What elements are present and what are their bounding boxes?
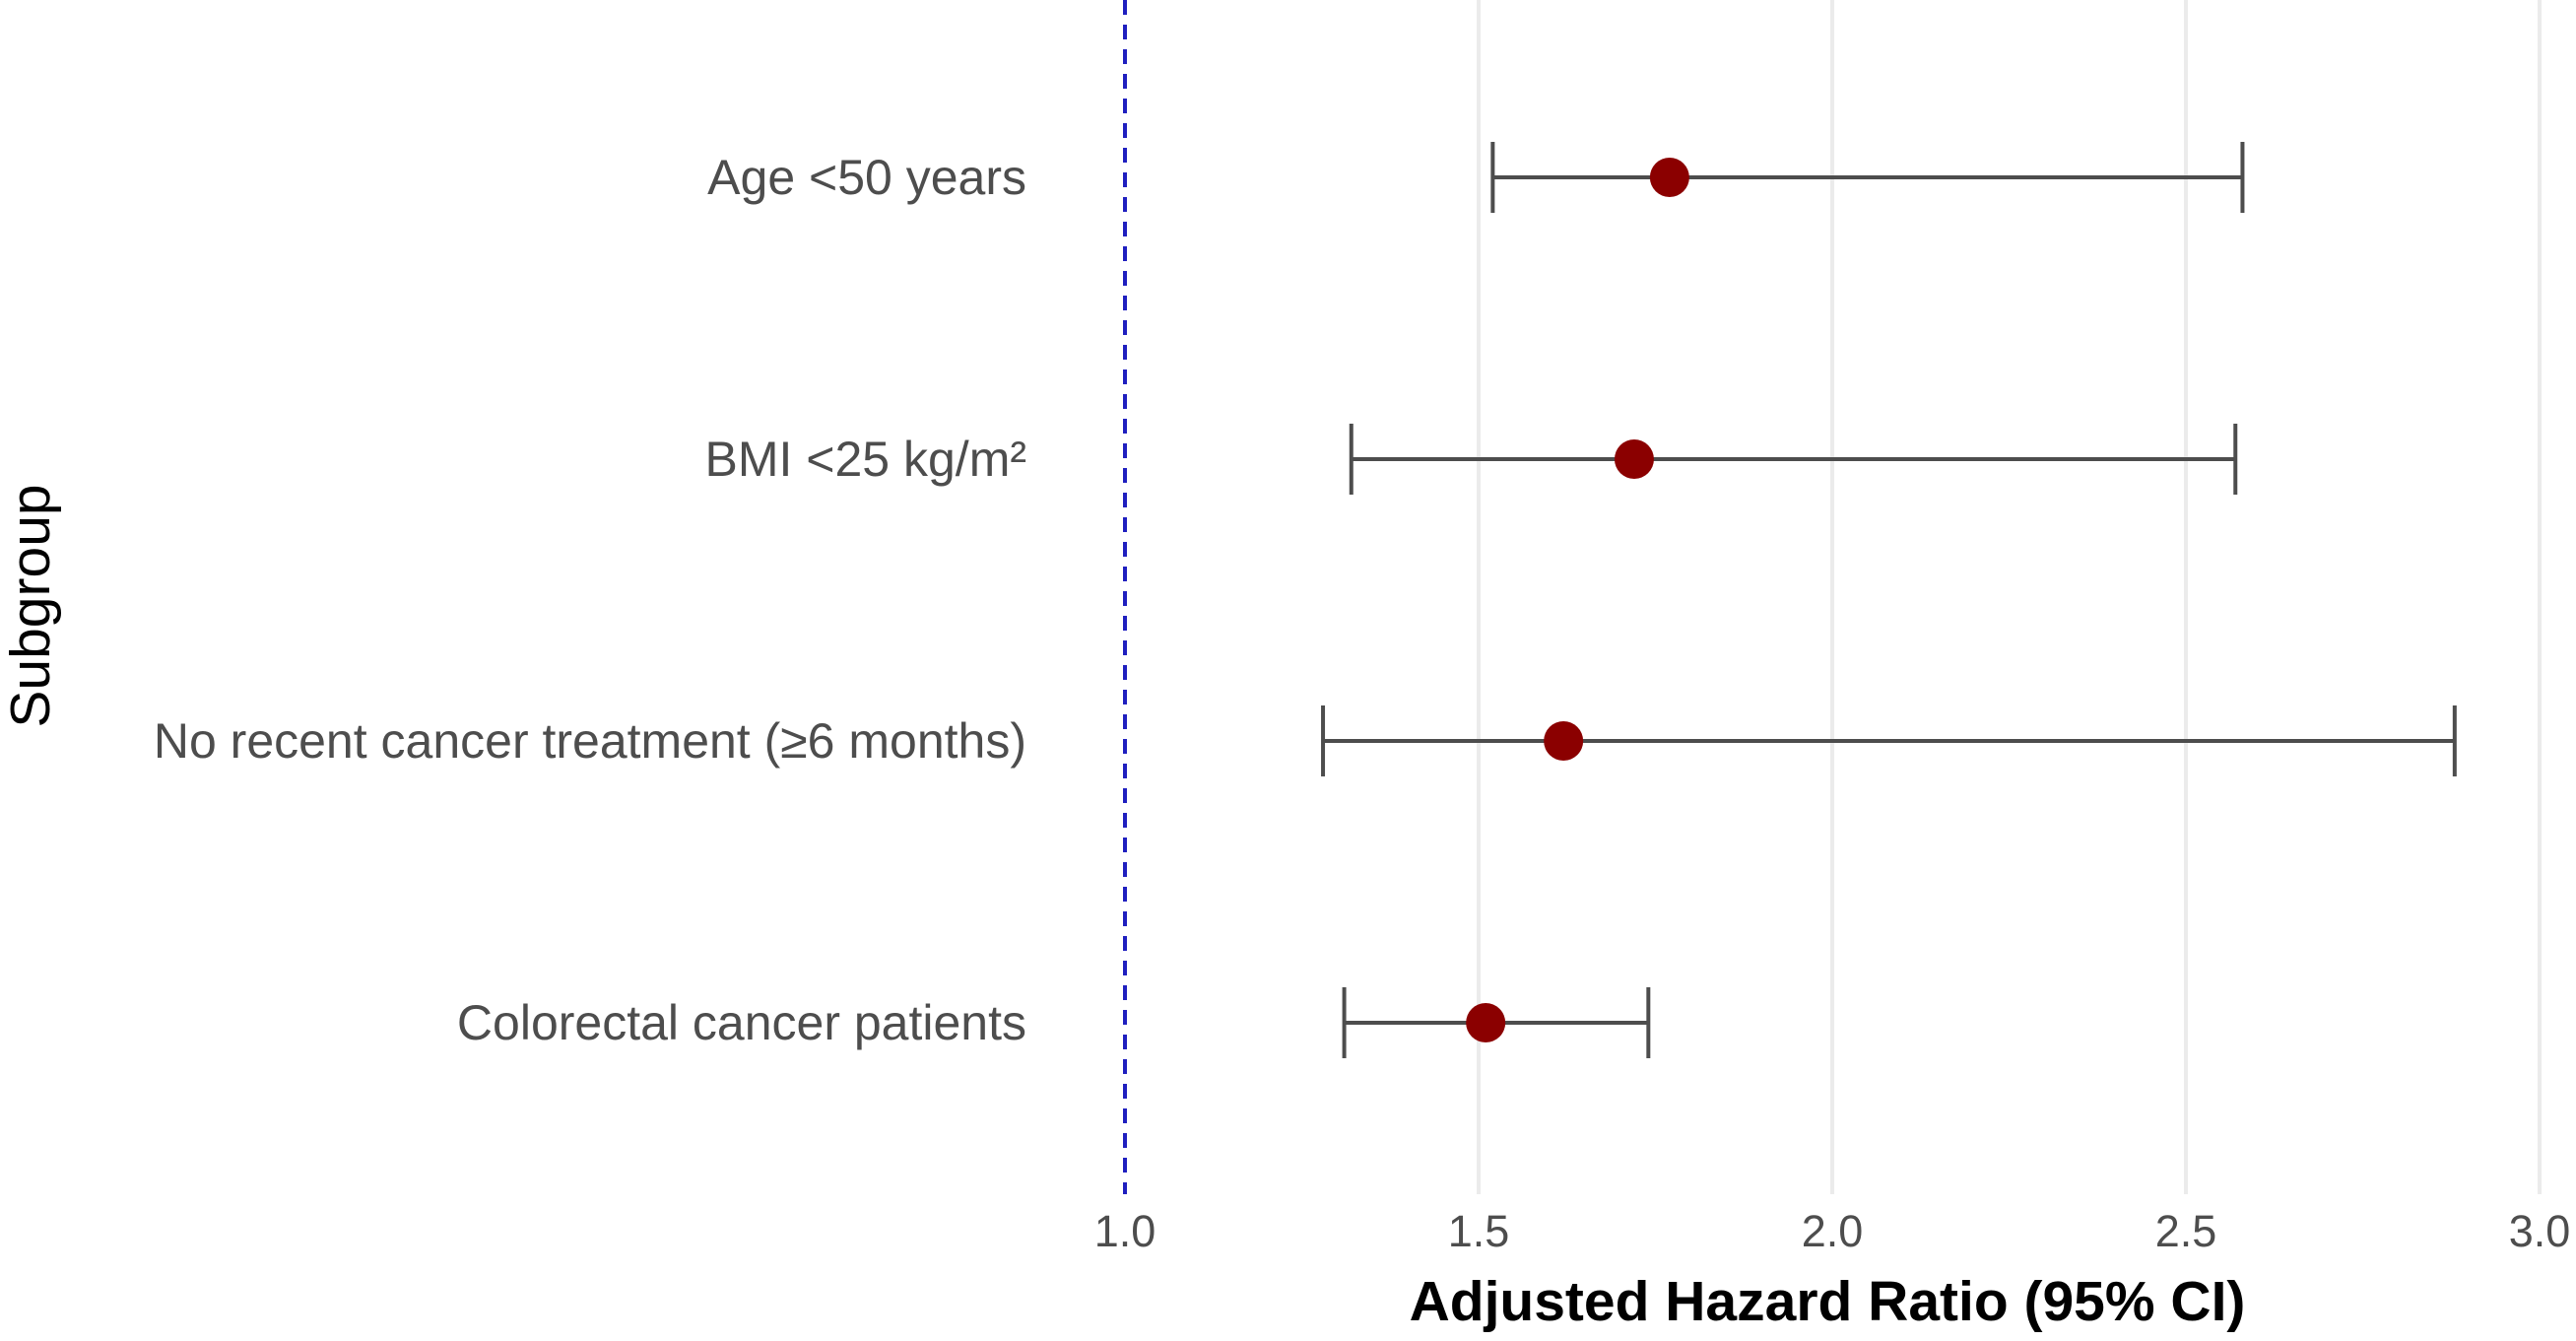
y-axis-title: Subgroup: [0, 484, 62, 727]
x-tick-label: 1.0: [1094, 1206, 1156, 1256]
grid-lines: [1477, 0, 2542, 1194]
x-axis-ticks: 1.0 1.5 2.0 2.5 3.0: [1094, 1206, 2571, 1256]
subgroup-label: Age <50 years: [707, 150, 1026, 205]
hr-point: [1649, 158, 1689, 197]
x-tick-label: 2.0: [1802, 1206, 1864, 1256]
subgroup-labels: Age <50 years BMI <25 kg/m² No recent canc…: [154, 150, 1026, 1050]
subgroup-label: BMI <25 kg/m²: [705, 432, 1027, 487]
x-tick-label: 3.0: [2509, 1206, 2571, 1256]
error-bars: [1321, 142, 2457, 1058]
hr-point: [1614, 439, 1654, 479]
subgroup-label: No recent cancer treatment (≥6 months): [154, 713, 1026, 769]
estimate-points: [1466, 158, 1689, 1042]
hr-point: [1466, 1003, 1506, 1042]
x-axis-title: Adjusted Hazard Ratio (95% CI): [1410, 1270, 2246, 1333]
subgroup-label: Colorectal cancer patients: [457, 995, 1026, 1050]
x-tick-label: 1.5: [1448, 1206, 1510, 1256]
hr-point: [1544, 721, 1584, 761]
x-tick-label: 2.5: [2155, 1206, 2217, 1256]
